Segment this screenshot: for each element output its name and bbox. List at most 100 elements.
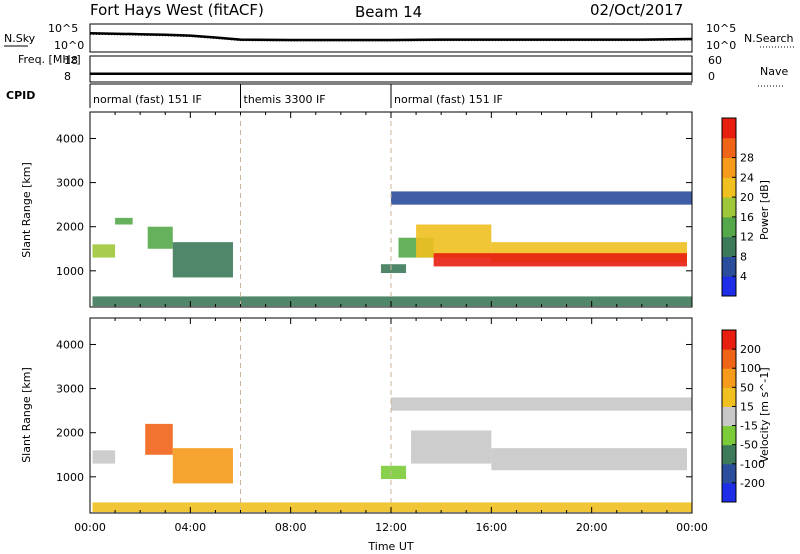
colorbar-segment — [722, 197, 736, 218]
time-axis-label: Time UT — [367, 540, 413, 553]
nave-label: Nave — [760, 65, 788, 78]
date-title: 02/Oct/2017 — [590, 1, 683, 19]
colorbar-segment — [722, 425, 736, 446]
x-tick-label: 04:00 — [174, 521, 206, 534]
echo-region — [172, 448, 233, 484]
colorbar-tick-label: 50 — [740, 381, 754, 394]
y-tick-label: 3000 — [56, 177, 84, 190]
noise-right-label: N.Search — [744, 32, 794, 45]
echo-region — [391, 191, 692, 205]
colorbar-tick-label: 12 — [740, 231, 754, 244]
colorbar-tick-label: -15 — [740, 420, 758, 433]
beam-title: Beam 14 — [355, 3, 422, 21]
echo-region — [172, 242, 233, 278]
colorbar-tick-label: 200 — [740, 343, 761, 356]
colorbar-segment — [722, 256, 736, 277]
colorbar-tick-label: 20 — [740, 191, 754, 204]
noise-sky-line — [89, 32, 693, 42]
x-tick-label: 20:00 — [576, 521, 608, 534]
y-tick-label: 3000 — [56, 383, 84, 396]
noise-left-label: N.Sky — [4, 32, 36, 45]
colorbar-frame — [721, 117, 737, 297]
colorbar-segment — [722, 177, 736, 198]
echo-region — [380, 465, 407, 480]
cpid-mode-marks: normal (fast) 151 IF themis 3300 IF normal… — [89, 84, 503, 108]
echo-region — [92, 502, 693, 513]
velocity-data-marks — [92, 318, 693, 513]
colorbar-tick-label: -200 — [740, 477, 765, 490]
y-tick-label: 1000 — [56, 471, 84, 484]
y-tick-label: 2000 — [56, 427, 84, 440]
colorbar-tick-label: 24 — [740, 171, 754, 184]
echo-region — [92, 450, 116, 464]
cpid-mode-label: themis 3300 IF — [244, 93, 326, 106]
velocity-colorbar: 200 100 50 15 -15 -50 -100 -200 — [721, 329, 765, 503]
colorbar-tick-label: 100 — [740, 362, 761, 375]
frequency-panel-frame — [89, 55, 693, 83]
y-tick-label: 4000 — [56, 338, 84, 351]
noise-trace — [89, 32, 693, 42]
y-tick-label: 4000 — [56, 132, 84, 145]
echo-region — [92, 296, 693, 307]
echo-region — [391, 397, 692, 411]
cpid-mode-label: normal (fast) 151 IF — [93, 93, 202, 106]
station-title: Fort Hays West (fitACF) — [90, 1, 264, 19]
noise-left-tick-bottom: 10^0 — [54, 39, 84, 52]
colorbar-segment — [722, 406, 736, 427]
echo-region — [147, 226, 173, 249]
cpid-mode-label: normal (fast) 151 IF — [394, 93, 503, 106]
colorbar-segment — [722, 368, 736, 388]
colorbar-segment — [722, 276, 736, 297]
power-data-marks — [92, 112, 693, 307]
colorbar-segment — [722, 137, 736, 159]
power-colorbar-label: Power [dB] — [758, 180, 771, 240]
echo-region — [380, 264, 407, 274]
colorbar-segment — [722, 482, 736, 503]
colorbar-tick-label: -50 — [740, 439, 758, 452]
x-tick-label: 00:00 — [676, 521, 708, 534]
colorbar-tick-label: 15 — [740, 400, 754, 413]
velocity-colorbar-label: Velocity [m s^-1] — [758, 367, 771, 462]
colorbar-segment — [722, 387, 736, 407]
colorbar-segment — [722, 216, 736, 238]
echo-region — [491, 448, 687, 471]
colorbar-segment — [722, 330, 736, 350]
noise-right-tick-top: 10^5 — [706, 22, 736, 35]
colorbar-tick-label: 4 — [740, 270, 747, 283]
power-axis-ticks: 1000 2000 3000 4000 — [56, 112, 693, 307]
echo-region — [411, 430, 492, 464]
x-tick-label: 00:00 — [74, 521, 106, 534]
y-tick-label: 1000 — [56, 265, 84, 278]
colorbar-tick-label: 28 — [740, 152, 754, 165]
colorbar-frame — [721, 329, 737, 503]
x-tick-label: 12:00 — [375, 521, 407, 534]
echo-region — [92, 244, 116, 258]
noise-right-tick-bottom: 10^0 — [706, 39, 736, 52]
echo-region — [433, 253, 687, 267]
colorbar-segment — [722, 118, 736, 139]
colorbar-segment — [722, 444, 736, 465]
colorbar-segment — [722, 349, 736, 369]
noise-left-tick-top: 10^5 — [48, 22, 78, 35]
nave-tick-bottom: 0 — [708, 70, 715, 83]
frequency-left-label: Freq. [MHz] — [18, 53, 81, 66]
nave-tick-top: 60 — [708, 54, 722, 67]
frequency-tick-top: 18 — [64, 54, 78, 67]
x-tick-label: 16:00 — [475, 521, 507, 534]
frequency-tick-bottom: 8 — [64, 70, 71, 83]
power-y-axis-label: Slant Range [km] — [20, 162, 33, 258]
colorbar-tick-label: 16 — [740, 211, 754, 224]
noise-panel-frame — [89, 23, 693, 53]
colorbar-tick-label: -100 — [740, 458, 765, 471]
colorbar-tick-label: 8 — [740, 250, 747, 263]
velocity-axis-ticks: 1000 2000 3000 4000 00:00 04:00 08:00 12:00 16:0… — [56, 318, 708, 534]
echo-region — [115, 217, 133, 225]
colorbar-segment — [722, 157, 736, 178]
echo-region — [416, 224, 492, 258]
noise-search-line — [89, 33, 693, 42]
colorbar-segment — [722, 236, 736, 257]
velocity-y-axis-label: Slant Range [km] — [20, 367, 33, 463]
cpid-label: CPID — [6, 89, 35, 102]
colorbar-segment — [722, 463, 736, 484]
